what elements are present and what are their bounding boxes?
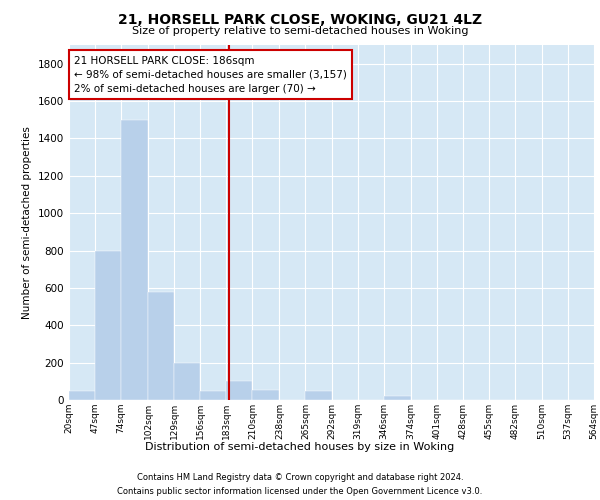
- Text: 21, HORSELL PARK CLOSE, WOKING, GU21 4LZ: 21, HORSELL PARK CLOSE, WOKING, GU21 4LZ: [118, 12, 482, 26]
- Bar: [121, 120, 148, 400]
- Text: Contains HM Land Registry data © Crown copyright and database right 2024.: Contains HM Land Registry data © Crown c…: [137, 472, 463, 482]
- Text: 21 HORSELL PARK CLOSE: 186sqm
← 98% of semi-detached houses are smaller (3,157)
: 21 HORSELL PARK CLOSE: 186sqm ← 98% of s…: [74, 56, 347, 94]
- Bar: [383, 396, 410, 400]
- Bar: [95, 250, 121, 400]
- Text: Contains public sector information licensed under the Open Government Licence v3: Contains public sector information licen…: [118, 488, 482, 496]
- Text: Size of property relative to semi-detached houses in Woking: Size of property relative to semi-detach…: [132, 26, 468, 36]
- Bar: [253, 390, 280, 400]
- Y-axis label: Number of semi-detached properties: Number of semi-detached properties: [22, 126, 32, 319]
- Bar: [148, 292, 174, 400]
- Text: Distribution of semi-detached houses by size in Woking: Distribution of semi-detached houses by …: [145, 442, 455, 452]
- Bar: [305, 390, 331, 400]
- Bar: [226, 382, 253, 400]
- Bar: [174, 362, 200, 400]
- Bar: [69, 390, 95, 400]
- Bar: [200, 390, 226, 400]
